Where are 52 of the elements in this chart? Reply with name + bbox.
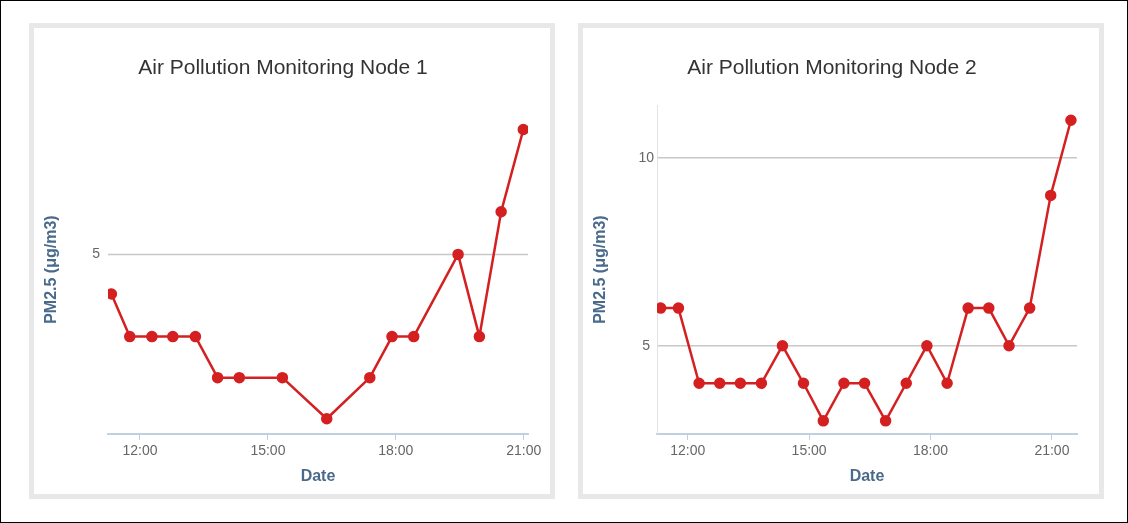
point	[1023, 302, 1036, 314]
point	[817, 415, 830, 427]
point	[320, 413, 333, 425]
point	[407, 330, 420, 343]
point	[693, 377, 705, 390]
point	[734, 377, 747, 390]
point	[517, 123, 528, 136]
point	[755, 377, 768, 390]
point	[233, 371, 246, 384]
x-tick-label: 21:00	[506, 442, 542, 459]
point	[124, 330, 136, 343]
point	[983, 302, 995, 314]
point	[473, 330, 486, 343]
point	[962, 302, 974, 314]
y-tick-label: 10	[638, 148, 655, 165]
text: 5	[92, 245, 101, 262]
point	[941, 377, 953, 390]
point	[879, 415, 892, 427]
x-axis-title: Date	[849, 466, 885, 484]
point	[713, 377, 726, 390]
point	[1044, 189, 1057, 202]
point	[276, 371, 289, 384]
x-tick-label: 18:00	[913, 442, 949, 459]
point	[189, 330, 202, 343]
point	[146, 330, 158, 343]
y-axis-title: PM2.5 (μg/m3)	[591, 215, 609, 324]
point	[797, 377, 810, 390]
chart-title: Air Pollution Monitoring Node 1	[138, 55, 428, 79]
x-tick-label: 12:00	[122, 442, 158, 459]
x-tick-label: 15:00	[250, 442, 286, 459]
point	[495, 206, 507, 218]
x-tick-label: 15:00	[791, 442, 827, 459]
point	[364, 371, 376, 384]
point	[167, 330, 179, 343]
point	[1065, 114, 1077, 126]
point	[108, 288, 118, 300]
point	[900, 377, 912, 390]
point	[452, 248, 464, 261]
point	[838, 377, 850, 390]
point	[1003, 339, 1015, 352]
point	[672, 302, 685, 314]
point	[211, 371, 224, 384]
point	[858, 377, 871, 390]
x-tick-label: 18:00	[378, 442, 414, 459]
point	[921, 339, 933, 352]
chart-title: Air Pollution Monitoring Node 2	[687, 55, 977, 79]
point	[386, 330, 398, 343]
y-axis-title: PM2.5 (μg/m3)	[42, 215, 60, 324]
point	[776, 339, 789, 352]
x-tick-label: 12:00	[670, 442, 706, 459]
x-tick-label: 21:00	[1034, 442, 1070, 459]
x-axis-title: Date	[300, 466, 336, 484]
